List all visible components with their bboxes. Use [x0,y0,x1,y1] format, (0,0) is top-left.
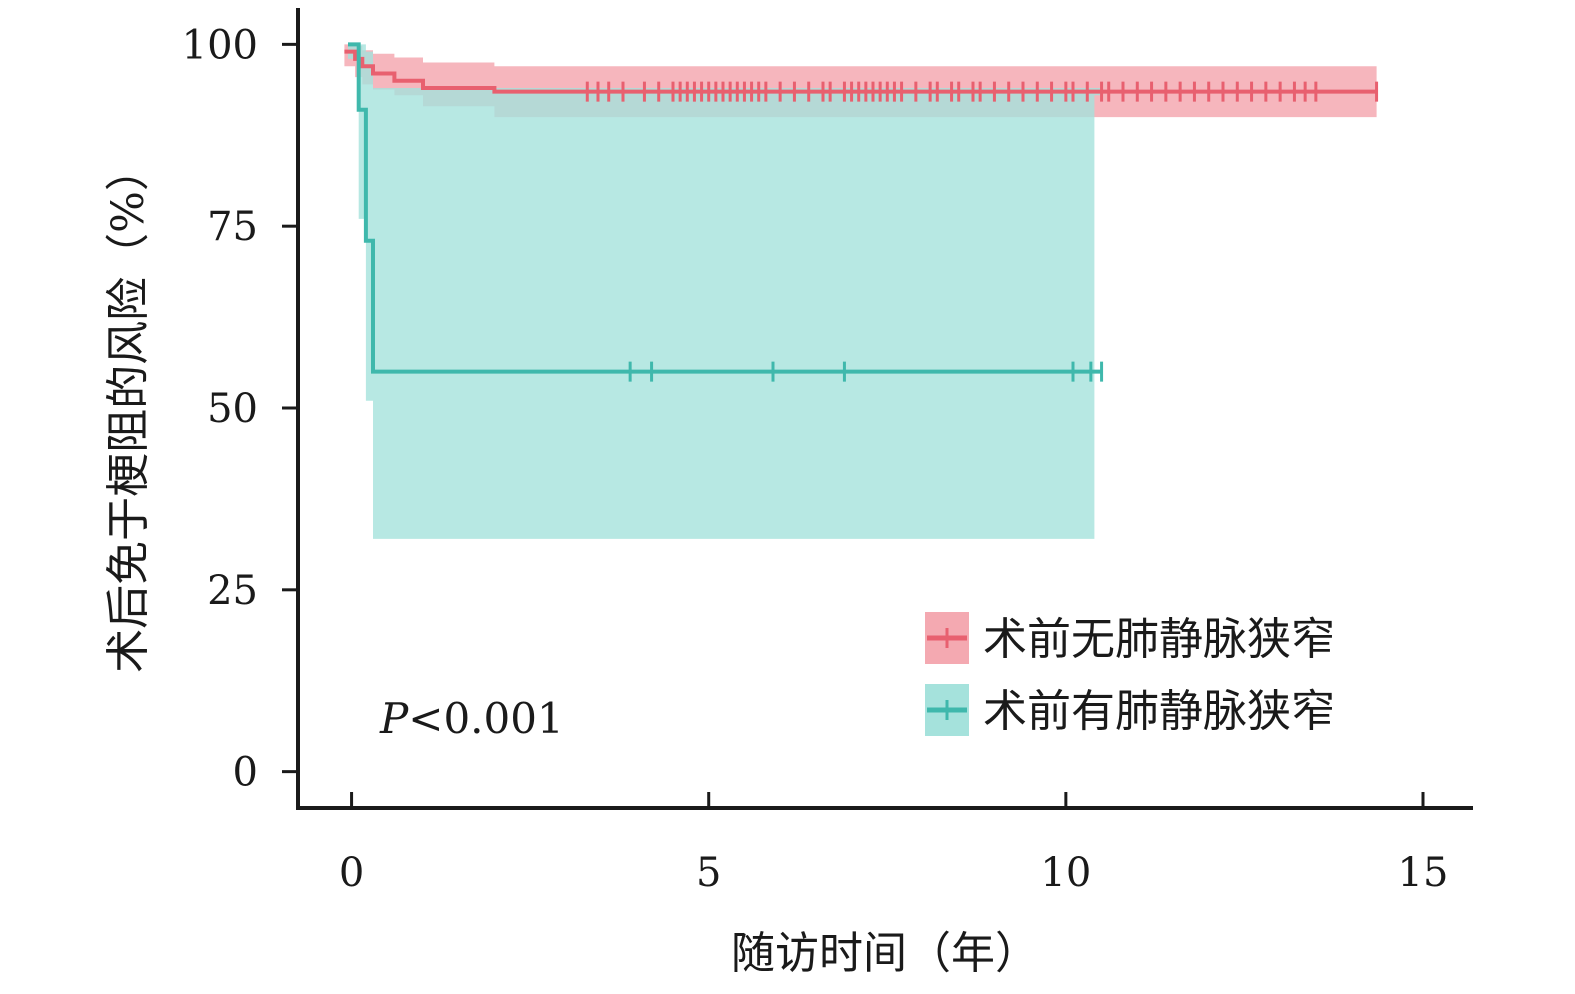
survival-line-2 [348,42,1102,374]
tick-labels: 0 25 50 75 100 0 5 10 15 [182,22,1449,896]
confidence-bands [344,44,1377,539]
legend-item-2: 术前有肺静脉狭窄 [925,684,1335,737]
y-tick-label: 75 [207,204,258,250]
p-value-prefix: P [379,694,409,743]
survival-curves [344,42,1377,374]
survival-line-1 [344,49,1377,94]
p-value-text: <0.001 [408,694,563,743]
legend-item-1: 术前无肺静脉狭窄 [925,612,1335,665]
x-tick-label: 15 [1398,850,1449,896]
axes [282,8,1473,810]
y-tick-label: 50 [207,386,258,432]
y-tick-label: 25 [207,568,258,614]
legend-label: 术前无肺静脉狭窄 [983,614,1335,665]
p-value-annotation: P<0.001 [379,694,564,743]
y-tick-label: 0 [233,750,258,796]
y-axis-title: 术后免于梗阻的风险（%） [103,147,154,673]
x-axis-title: 随访时间（年） [731,928,1039,979]
x-tick-label: 5 [696,850,721,896]
legend-label: 术前有肺静脉狭窄 [983,686,1335,737]
y-tick-label: 100 [182,22,258,68]
censor-marks [585,81,1379,382]
x-tick-label: 0 [339,850,364,896]
x-tick-label: 10 [1040,850,1091,896]
ci-band-2 [348,44,1102,539]
